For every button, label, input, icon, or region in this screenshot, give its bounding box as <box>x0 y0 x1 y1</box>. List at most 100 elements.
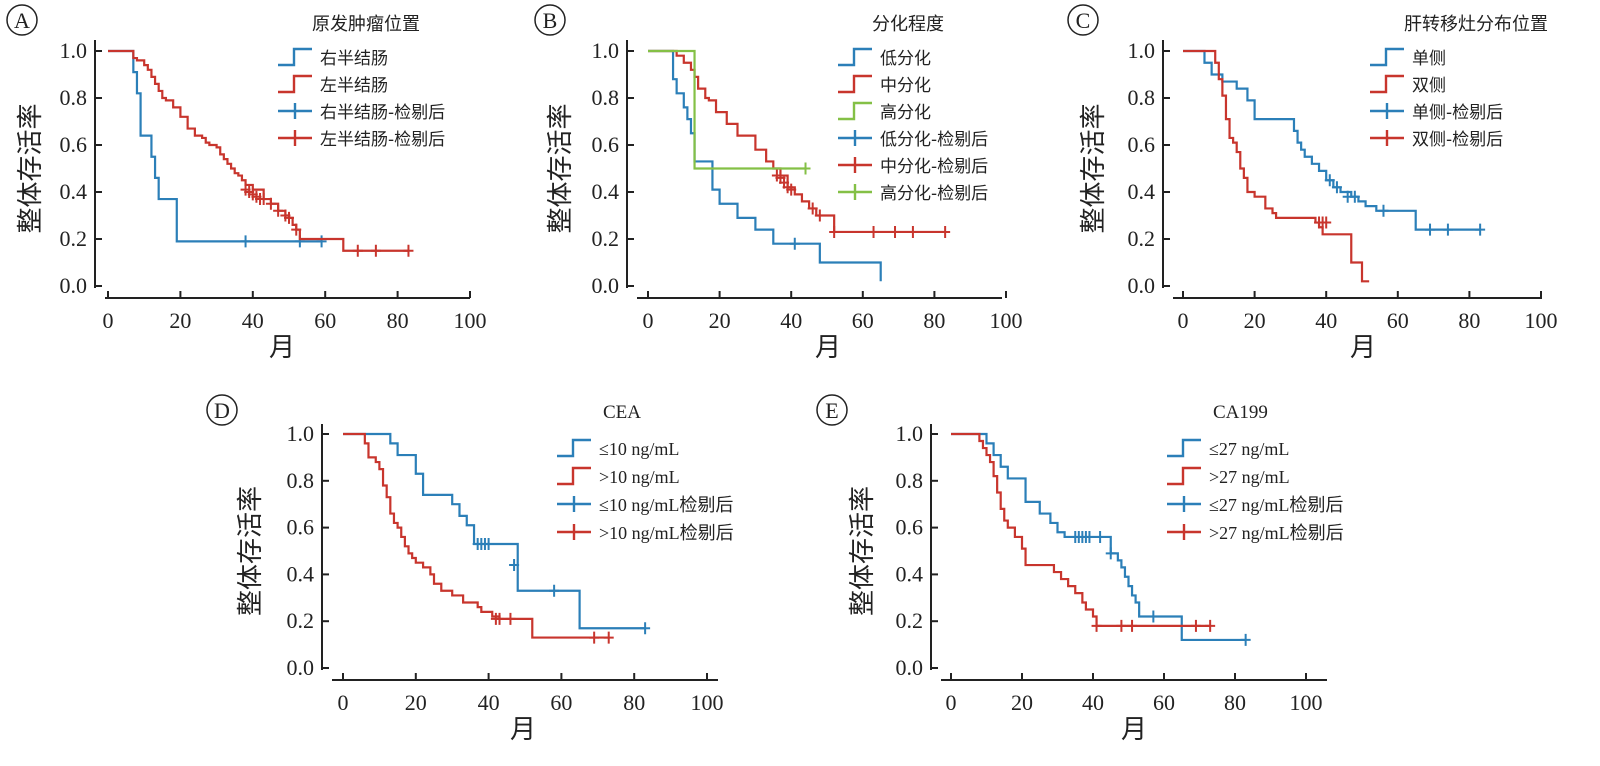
panel-letter-circle <box>206 394 238 426</box>
chart-panel-b: B 0.0 0.2 0.4 0.6 0.8 1.0 0 20 40 60 80 100 月 整体存活率 分化程… <box>534 4 1023 363</box>
x-axis-title: 月 <box>815 333 841 363</box>
censor-mark <box>814 209 825 222</box>
y-tick-label: 0.8 <box>60 85 88 110</box>
y-tick-label: 0.6 <box>1128 132 1156 157</box>
censor-mark <box>284 211 294 224</box>
y-tick-label: 0.4 <box>287 561 315 586</box>
legend-censor-key <box>838 130 872 146</box>
legend-label: ≤27 ng/mL <box>1209 439 1289 459</box>
panel-letter: C <box>1076 8 1091 33</box>
censor-mark <box>258 193 269 206</box>
y-tick-label: 0.8 <box>287 468 315 493</box>
censor-mark <box>789 237 800 250</box>
legend-label: 单侧 <box>1412 49 1446 69</box>
chart-panel-a: A 0.0 0.2 0.4 0.6 0.8 1.0 0 20 40 60 80 100 月 整体存活率 原发肿… <box>6 4 487 363</box>
legend-label: >10 ng/mL <box>599 467 680 487</box>
panel-letter: D <box>214 398 230 423</box>
y-tick-label: 0.8 <box>592 85 620 110</box>
censor-mark <box>868 225 879 238</box>
legend-label: ≤10 ng/mL检剔后 <box>599 495 733 515</box>
censor-mark <box>1321 216 1332 229</box>
panel-letter: E <box>825 398 838 423</box>
panel-letter: B <box>543 8 558 33</box>
panel-letter-circle <box>534 4 566 36</box>
censor-mark <box>1205 619 1216 632</box>
panel-letter-circle <box>816 394 848 426</box>
x-tick-label: 80 <box>1458 308 1480 333</box>
x-tick-label: 40 <box>242 308 264 333</box>
legend-censor-key <box>1370 103 1404 119</box>
y-tick-label: 1.0 <box>287 421 315 446</box>
x-tick-label: 40 <box>1315 308 1337 333</box>
legend-line-key <box>838 47 872 67</box>
series-line-1 <box>1183 49 1370 283</box>
x-tick-label: 100 <box>691 690 724 715</box>
censor-mark <box>1084 530 1095 543</box>
y-tick-label: 0.6 <box>592 132 620 157</box>
y-tick-label: 0.2 <box>287 608 315 633</box>
censor-mark <box>1240 633 1251 646</box>
y-tick-label: 0.2 <box>60 226 88 251</box>
censor-mark <box>890 225 901 238</box>
y-tick-label: 1.0 <box>592 38 620 63</box>
y-tick-label: 0.0 <box>896 655 924 680</box>
x-axis-title: 月 <box>1350 333 1376 363</box>
censor-mark <box>1378 204 1389 217</box>
x-tick-label: 0 <box>103 308 114 333</box>
censor-mark <box>786 183 797 196</box>
y-tick-label: 0.4 <box>592 179 620 204</box>
x-tick-label: 80 <box>623 690 645 715</box>
legend-line-key <box>557 466 591 486</box>
x-axis-title: 月 <box>510 715 536 745</box>
legend-line-key <box>1167 438 1201 458</box>
panel-letter: A <box>14 8 30 33</box>
y-tick-label: 0.4 <box>1128 179 1156 204</box>
legend-line-key <box>1370 74 1404 94</box>
censor-mark <box>907 225 918 238</box>
censor-mark <box>1475 223 1486 236</box>
x-tick-label: 80 <box>1224 690 1246 715</box>
censor-mark <box>316 235 327 248</box>
legend-label: ≤27 ng/mL检剔后 <box>1209 495 1343 515</box>
chart-panel-c: C 0.0 0.2 0.4 0.6 0.8 1.0 0 20 40 60 80 100 月 整体存活率 肝转移… <box>1067 4 1558 363</box>
x-tick-label: 20 <box>1244 308 1266 333</box>
series-line-0 <box>108 49 322 243</box>
x-tick-label: 0 <box>643 308 654 333</box>
legend-censor-key <box>278 130 312 146</box>
chart-panel-e: E 0.0 0.2 0.4 0.6 0.8 1.0 0 20 40 60 80 100 月 整体存活率 CA1… <box>816 394 1344 745</box>
x-tick-label: 40 <box>1082 690 1104 715</box>
censor-mark <box>589 631 600 644</box>
x-tick-label: 100 <box>1290 690 1323 715</box>
panel-letter-circle <box>1067 4 1099 36</box>
legend-label: ≤10 ng/mL <box>599 439 679 459</box>
x-tick-label: 60 <box>1387 308 1409 333</box>
x-tick-label: 40 <box>780 308 802 333</box>
censor-mark <box>829 225 840 238</box>
censor-mark <box>265 197 276 210</box>
legend-label: 左半结肠-检剔后 <box>320 130 445 150</box>
y-tick-label: 0.0 <box>60 273 88 298</box>
legend-title: 原发肿瘤位置 <box>312 14 420 35</box>
censor-mark <box>549 584 560 597</box>
censor-mark <box>940 225 951 238</box>
y-tick-label: 0.6 <box>60 132 88 157</box>
legend-censor-key <box>838 184 872 200</box>
legend-label: 右半结肠-检剔后 <box>320 103 445 123</box>
y-tick-label: 0.2 <box>896 608 924 633</box>
censor-mark <box>403 244 414 257</box>
censor-mark <box>1425 223 1436 236</box>
censor-mark <box>352 244 363 257</box>
legend-line-key <box>278 74 312 94</box>
censor-mark <box>1105 547 1116 560</box>
legend-censor-key <box>557 496 591 512</box>
legend-label: 单侧-检剔后 <box>1412 103 1503 123</box>
censor-mark <box>509 559 520 572</box>
censor-mark <box>291 223 302 236</box>
censor-mark <box>1349 190 1360 203</box>
x-tick-label: 20 <box>169 308 191 333</box>
censor-mark <box>1091 619 1102 632</box>
x-tick-label: 100 <box>990 308 1023 333</box>
legend-line-key <box>557 438 591 458</box>
legend-label: 双侧-检剔后 <box>1412 130 1503 150</box>
legend-title: 肝转移灶分布位置 <box>1404 14 1548 35</box>
